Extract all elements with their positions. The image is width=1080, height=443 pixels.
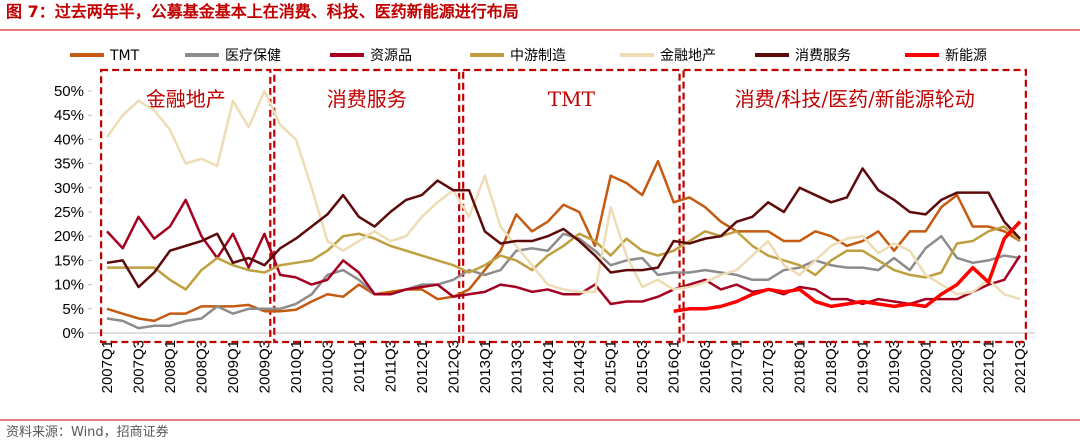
y-tick-label: 10%: [54, 277, 84, 294]
x-tick-label: 2012Q3: [445, 340, 462, 393]
x-tick-label: 2021Q1: [981, 340, 998, 393]
series-line: [106, 232, 1021, 330]
legend-label: 医疗保健: [225, 48, 281, 64]
legend-label: 中游制造: [510, 48, 566, 64]
y-tick-label: 45%: [54, 107, 84, 124]
x-tick-label: 2008Q1: [162, 340, 179, 393]
annotation-label: 消费/科技/医药/新能源轮动: [735, 87, 975, 111]
chart-title: 图 7：过去两年半，公募基金基本上在消费、科技、医药新能源进行布局: [6, 2, 519, 21]
y-tick-label: 40%: [54, 131, 84, 148]
x-tick-label: 2016Q3: [697, 340, 714, 393]
x-tick-label: 2017Q1: [729, 340, 746, 393]
x-tick-label: 2021Q3: [1012, 340, 1029, 393]
x-tick-label: 2007Q3: [130, 340, 147, 393]
annotation-box: [273, 68, 461, 344]
y-tick-label: 25%: [54, 204, 84, 221]
x-tick-label: 2010Q1: [288, 340, 305, 393]
x-tick-label: 2019Q1: [855, 340, 872, 393]
annotation-label: 消费服务: [327, 87, 407, 111]
legend-label: 金融地产: [660, 48, 716, 64]
y-tick-label: 30%: [54, 180, 84, 197]
annotation-label: 金融地产: [146, 87, 226, 111]
series-line: [105, 89, 1021, 301]
x-tick-label: 2020Q1: [918, 340, 935, 393]
y-tick-label: 15%: [54, 252, 84, 269]
legend-label: 新能源: [945, 48, 987, 64]
x-tick-label: 2019Q3: [886, 340, 903, 393]
annotation-box: [682, 68, 1027, 344]
x-tick-label: 2012Q1: [414, 340, 431, 393]
y-tick-label: 0%: [62, 325, 84, 342]
y-tick-label: 35%: [54, 156, 84, 173]
x-tick-label: 2015Q1: [603, 340, 620, 393]
x-tick-label: 2018Q3: [823, 340, 840, 393]
y-tick-label: 20%: [54, 228, 84, 245]
x-tick-label: 2014Q1: [540, 340, 557, 393]
series-line: [673, 220, 1022, 313]
x-tick-label: 2018Q1: [792, 340, 809, 393]
x-tick-label: 2016Q1: [666, 340, 683, 393]
x-tick-label: 2011Q1: [351, 340, 368, 392]
x-tick-label: 2007Q1: [99, 340, 116, 393]
annotation-label: TMT: [548, 87, 596, 111]
x-tick-label: 2013Q3: [508, 340, 525, 393]
x-tick-label: 2009Q3: [256, 340, 273, 393]
x-tick-label: 2020Q3: [949, 340, 966, 393]
x-tick-label: 2011Q3: [382, 340, 399, 392]
x-tick-label: 2014Q3: [571, 340, 588, 393]
legend-label: TMT: [109, 48, 140, 64]
legend-label: 资源品: [370, 48, 412, 64]
x-tick-label: 2008Q3: [193, 340, 210, 393]
series-line: [107, 225, 1021, 291]
y-tick-label: 50%: [54, 83, 84, 100]
x-tick-label: 2015Q3: [634, 340, 651, 393]
y-tick-label: 5%: [62, 301, 84, 318]
x-tick-label: 2009Q1: [225, 340, 242, 393]
series-line: [106, 159, 1021, 323]
series-line: [106, 167, 1021, 289]
source: 资料来源：Wind，招商证券: [6, 424, 169, 440]
x-tick-label: 2013Q1: [477, 340, 494, 393]
x-tick-label: 2010Q3: [319, 340, 336, 393]
x-tick-label: 2017Q3: [760, 340, 777, 393]
legend-label: 消费服务: [795, 48, 851, 64]
